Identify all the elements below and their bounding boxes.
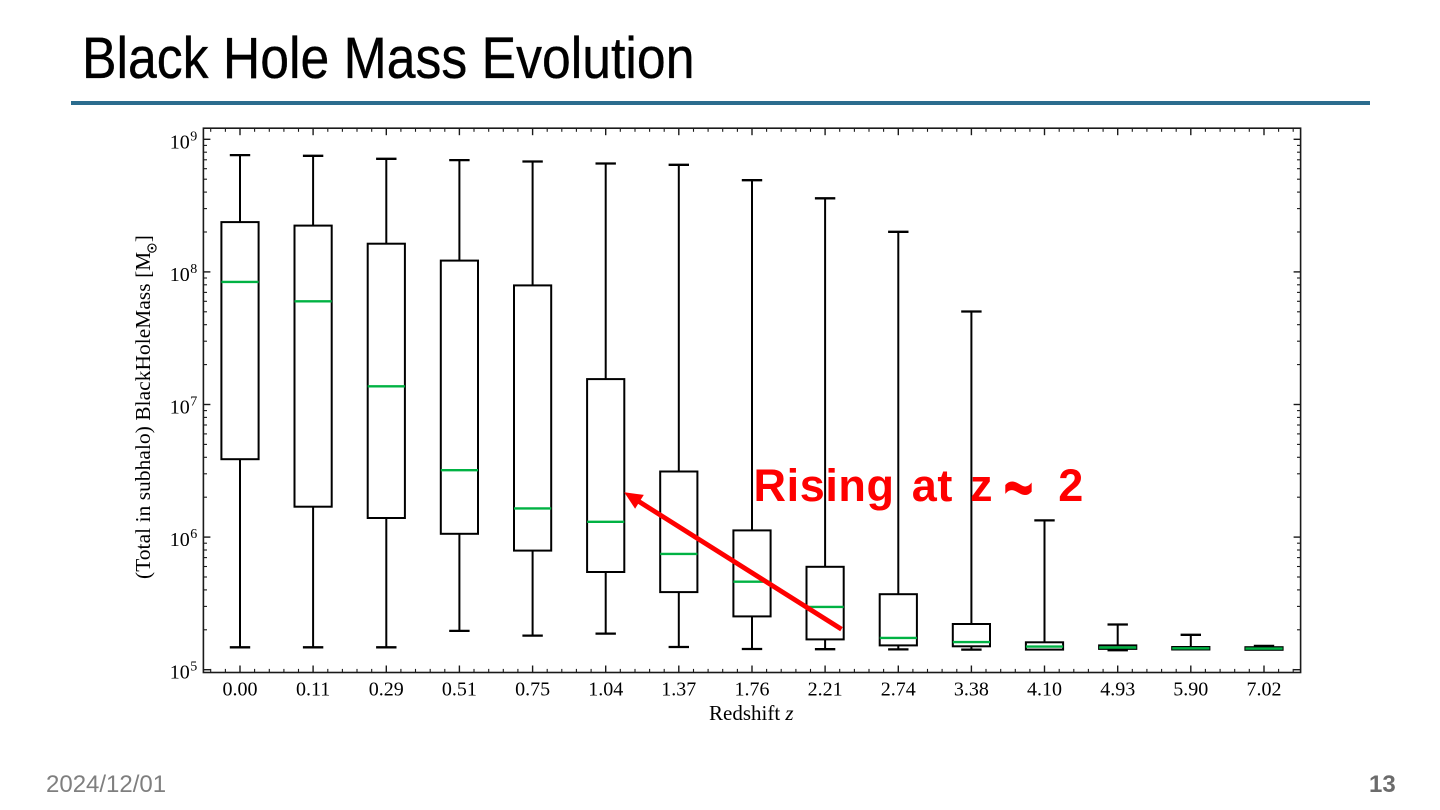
svg-text:2.74: 2.74 [881,679,916,701]
svg-text:0.75: 0.75 [515,679,550,701]
svg-text:2.21: 2.21 [808,679,843,701]
svg-text:0.11: 0.11 [296,679,330,701]
svg-text:5.90: 5.90 [1173,679,1208,701]
svg-text:10: 10 [170,264,190,286]
svg-text:10: 10 [170,529,190,551]
svg-text:4.93: 4.93 [1100,679,1135,701]
svg-text:]: ] [131,235,155,242]
svg-text:9: 9 [190,129,197,144]
svg-text:5: 5 [190,660,197,675]
svg-text:0.51: 0.51 [442,679,477,701]
svg-text:(Total in subhalo) BlackHoleMa: (Total in subhalo) BlackHoleMass [M [131,252,155,579]
svg-text:8: 8 [190,262,197,277]
svg-text:10: 10 [170,662,190,684]
svg-text:0.00: 0.00 [223,679,258,701]
svg-text:0.29: 0.29 [369,679,404,701]
svg-text:7.02: 7.02 [1247,679,1282,701]
svg-text:7: 7 [190,395,197,410]
svg-text:Redshift z: Redshift z [709,701,794,725]
svg-text:10: 10 [170,131,190,153]
svg-text:1.04: 1.04 [588,679,623,701]
svg-text:3.38: 3.38 [954,679,989,701]
svg-text:6: 6 [190,527,197,542]
svg-text:1.37: 1.37 [661,679,696,701]
svg-text:4.10: 4.10 [1027,679,1062,701]
svg-text:10: 10 [170,397,190,419]
svg-text:1.76: 1.76 [735,679,770,701]
